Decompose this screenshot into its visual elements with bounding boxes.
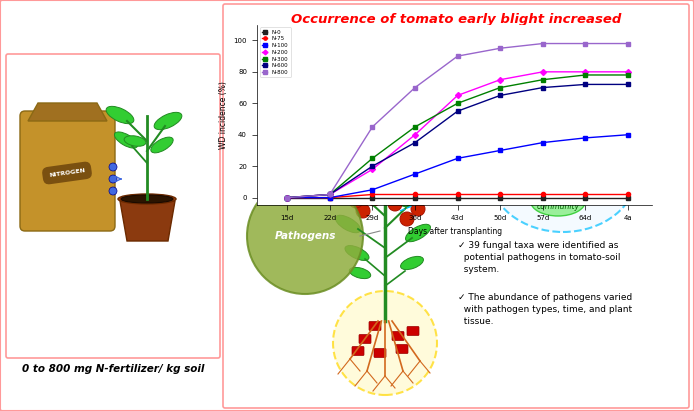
Circle shape (411, 202, 425, 216)
N-0 (325, 195, 334, 200)
N-100 (539, 140, 547, 145)
N-300 (582, 72, 590, 77)
N-300 (539, 77, 547, 82)
Circle shape (400, 212, 414, 226)
Circle shape (109, 163, 117, 171)
Line: N-100: N-100 (285, 133, 630, 200)
Line: N-200: N-200 (285, 70, 630, 200)
N-100 (283, 195, 291, 200)
FancyBboxPatch shape (374, 349, 386, 358)
N-800 (539, 41, 547, 46)
N-75 (283, 195, 291, 200)
FancyBboxPatch shape (407, 326, 419, 335)
N-0 (624, 195, 632, 200)
FancyBboxPatch shape (369, 321, 381, 330)
Ellipse shape (337, 178, 367, 196)
Ellipse shape (124, 136, 146, 146)
Ellipse shape (530, 186, 586, 216)
N-0 (369, 195, 377, 200)
Text: N-amino: N-amino (539, 169, 577, 178)
N-200 (369, 167, 377, 172)
Text: IAA: IAA (525, 145, 539, 153)
Ellipse shape (349, 268, 371, 279)
Line: N-0: N-0 (285, 196, 630, 200)
Circle shape (349, 194, 363, 208)
Ellipse shape (508, 134, 556, 164)
N-100 (453, 156, 462, 161)
N-200 (624, 69, 632, 74)
Line: N-300: N-300 (285, 73, 630, 200)
N-800 (411, 85, 419, 90)
Polygon shape (28, 103, 107, 121)
Ellipse shape (400, 256, 423, 270)
N-300 (325, 192, 334, 197)
N-0 (411, 195, 419, 200)
N-200 (582, 69, 590, 74)
Text: 0 to 800 mg N-fertilizer/ kg soil: 0 to 800 mg N-fertilizer/ kg soil (22, 364, 204, 374)
N-100 (582, 135, 590, 140)
N-300 (411, 125, 419, 129)
N-100 (369, 187, 377, 192)
FancyBboxPatch shape (392, 332, 404, 340)
N-75 (582, 192, 590, 197)
Ellipse shape (115, 132, 137, 148)
Legend: N-0, N-75, N-100, N-200, N-300, N-600, N-800: N-0, N-75, N-100, N-200, N-300, N-600, N… (260, 28, 291, 77)
Circle shape (356, 204, 370, 218)
N-300 (369, 156, 377, 161)
X-axis label: Days after transplanting: Days after transplanting (407, 227, 502, 236)
N-600 (283, 195, 291, 200)
Circle shape (333, 291, 437, 395)
N-300 (624, 72, 632, 77)
Text: ✓ 39 fungal taxa were identified as
  potential pathogens in tomato-soil
  syste: ✓ 39 fungal taxa were identified as pote… (458, 241, 620, 274)
FancyBboxPatch shape (6, 54, 220, 358)
N-200 (453, 93, 462, 98)
Line: N-800: N-800 (285, 42, 630, 200)
N-75 (453, 192, 462, 197)
N-600 (453, 109, 462, 113)
N-0 (582, 195, 590, 200)
N-75 (539, 192, 547, 197)
N-800 (624, 41, 632, 46)
N-300 (453, 101, 462, 106)
Text: XA: XA (581, 148, 593, 157)
N-0 (453, 195, 462, 200)
N-100 (624, 132, 632, 137)
Text: NITROGEN: NITROGEN (49, 168, 85, 178)
N-600 (325, 192, 334, 197)
N-100 (411, 171, 419, 176)
FancyBboxPatch shape (359, 335, 371, 344)
N-75 (496, 192, 505, 197)
Line: N-75: N-75 (285, 192, 630, 200)
Circle shape (109, 187, 117, 195)
Ellipse shape (489, 114, 637, 232)
N-100 (496, 148, 505, 153)
Text: Pathogens: Pathogens (274, 231, 336, 241)
Ellipse shape (399, 189, 429, 207)
Ellipse shape (405, 224, 430, 242)
Line: N-600: N-600 (285, 82, 630, 200)
Text: ✓ The abundance of pathogens varied
  with pathogen types, time, and plant
  tis: ✓ The abundance of pathogens varied with… (458, 293, 632, 326)
Circle shape (388, 197, 402, 211)
N-600 (411, 140, 419, 145)
N-100 (325, 195, 334, 200)
N-200 (496, 77, 505, 82)
N-600 (496, 93, 505, 98)
N-600 (369, 164, 377, 169)
N-800 (325, 192, 334, 197)
Ellipse shape (121, 195, 173, 203)
Circle shape (247, 178, 363, 294)
N-75 (624, 192, 632, 197)
Text: Fungal
community: Fungal community (536, 191, 579, 211)
FancyBboxPatch shape (352, 346, 364, 356)
N-800 (582, 41, 590, 46)
N-800 (453, 54, 462, 59)
Ellipse shape (529, 157, 587, 191)
Ellipse shape (567, 140, 607, 166)
Polygon shape (120, 201, 175, 241)
Ellipse shape (106, 106, 134, 124)
N-800 (496, 46, 505, 51)
Circle shape (109, 175, 117, 183)
N-0 (283, 195, 291, 200)
Text: Occurrence of tomato early blight increased: Occurrence of tomato early blight increa… (291, 13, 621, 26)
